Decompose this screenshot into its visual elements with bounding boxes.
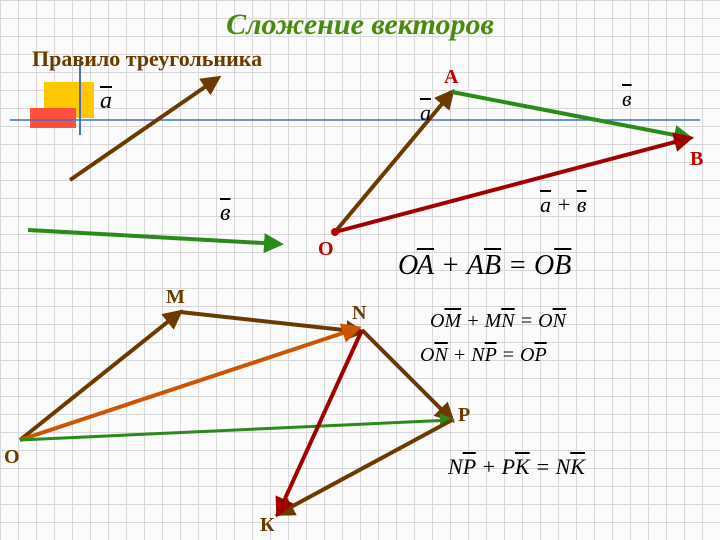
vector-ab-v: [452, 92, 690, 138]
point-label-A: А: [444, 66, 458, 89]
vector-ob: [335, 138, 690, 232]
vec-label-v-bar-2: в: [622, 86, 632, 112]
point-label-N: N: [352, 302, 366, 325]
equation-eq1: ОА + АВ = ОВ: [398, 250, 571, 282]
point-label-K: К: [260, 514, 275, 537]
vec-label-a-bar-1: а: [100, 88, 112, 115]
vector-canvas: [0, 0, 720, 540]
vector-mn: [180, 312, 362, 332]
point-label-O1: О: [318, 238, 334, 261]
vector-a-left: [70, 78, 218, 180]
vector-om2: [20, 312, 180, 440]
vec-label-v-bar-1: в: [220, 200, 230, 227]
point-label-B: В: [690, 148, 703, 171]
vector-on: [20, 328, 358, 440]
vector-op: [20, 420, 452, 440]
equation-eq4: NP + PK = NK: [448, 454, 585, 480]
point-O1: [331, 228, 339, 236]
point-label-P: Р: [458, 404, 470, 427]
equation-eq3: ON + NP = ОР: [420, 344, 547, 367]
equation-eq2: ОМ + МN = ОN: [430, 310, 566, 333]
point-label-O2: О: [4, 446, 20, 469]
vector-nk: [278, 330, 362, 514]
vec-label-a-bar-2: а: [420, 100, 431, 126]
vector-v-left: [28, 230, 280, 244]
point-label-M: М: [166, 286, 185, 309]
vec-label-a-plus-v: а + в: [540, 192, 586, 218]
vector-oa-a: [335, 92, 452, 232]
vector-pk2: [278, 420, 452, 514]
